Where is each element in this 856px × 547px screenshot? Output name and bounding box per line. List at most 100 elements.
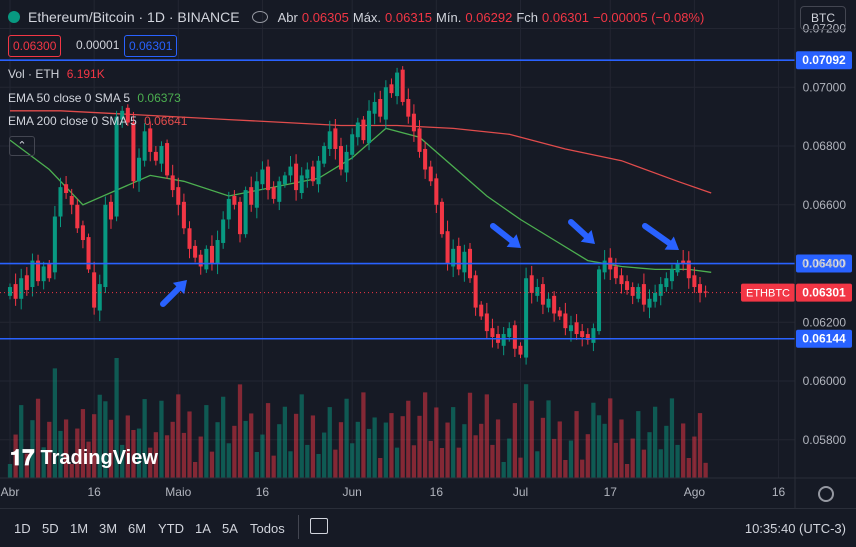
- candle-body: [125, 107, 130, 123]
- volume-bar: [209, 451, 215, 478]
- candle-body: [540, 284, 545, 305]
- candle-body: [355, 122, 360, 138]
- volume-bar: [585, 434, 590, 478]
- candle-body: [372, 101, 377, 114]
- volume-bar: [557, 421, 562, 478]
- candle-body: [69, 195, 74, 205]
- last-price-symbol-bg: [741, 283, 795, 302]
- timeframe-5d[interactable]: 5D: [42, 521, 59, 536]
- candle-body: [568, 325, 573, 332]
- arrow-shaft: [642, 223, 673, 247]
- candle-body: [529, 275, 534, 293]
- timeframe-todos[interactable]: Todos: [250, 521, 285, 536]
- candle-body: [625, 281, 630, 290]
- candle-body: [47, 263, 52, 279]
- candle-body: [249, 187, 254, 205]
- timeframe-ytd[interactable]: YTD: [158, 521, 184, 536]
- volume-bar: [322, 432, 327, 478]
- candle-body: [411, 113, 416, 132]
- candle-body: [137, 157, 142, 182]
- candle-body: [473, 275, 478, 308]
- candle-body: [378, 99, 383, 117]
- volume-bar: [445, 422, 450, 478]
- candle-body: [165, 143, 170, 176]
- volume-bar: [686, 458, 691, 478]
- horizontal-line-label-bg: [796, 254, 852, 273]
- brand-name: TradingView: [40, 446, 158, 469]
- collapse-legend-button[interactable]: ⌃: [9, 136, 35, 156]
- candle-body: [52, 216, 57, 273]
- candle-body: [400, 69, 405, 102]
- candle-body: [13, 284, 18, 299]
- candle-body: [484, 313, 489, 332]
- candle-body: [221, 219, 226, 243]
- clock[interactable]: 10:35:40 (UTC-3): [744, 521, 846, 536]
- candle-body: [524, 278, 529, 358]
- candle-body: [636, 287, 641, 299]
- ask-box[interactable]: 0.06301: [124, 35, 178, 57]
- timeframe-1d[interactable]: 1D: [14, 521, 31, 536]
- candle-body: [260, 169, 265, 185]
- volume-bar: [451, 407, 456, 478]
- candle-body: [310, 166, 315, 182]
- volume-bar: [512, 403, 518, 478]
- bid-box[interactable]: 0.06300: [8, 35, 62, 57]
- candle-body: [86, 237, 91, 270]
- currency-button[interactable]: BTC: [800, 6, 846, 30]
- volume-bar: [69, 464, 74, 478]
- volume-bar: [361, 392, 366, 478]
- candle-body: [451, 248, 456, 267]
- ema200-legend[interactable]: EMA 200 close 0 SMA 5 0.06641: [8, 114, 187, 128]
- volume-bar: [692, 436, 697, 478]
- arrow-head: [664, 236, 679, 250]
- candle-body: [92, 272, 97, 308]
- volume-bar: [198, 436, 203, 478]
- timeframe-5a[interactable]: 5A: [222, 521, 238, 536]
- timeframe-6m[interactable]: 6M: [128, 521, 147, 536]
- candle-body: [19, 278, 24, 299]
- volume-bar: [406, 400, 411, 478]
- volume-bar: [164, 435, 170, 478]
- volume-bar: [192, 462, 198, 478]
- volume-bar: [602, 423, 607, 478]
- volume-bar: [675, 444, 680, 478]
- volume-bar: [546, 400, 551, 478]
- candle-body: [630, 287, 635, 296]
- x-tick-label: Abr: [1, 485, 20, 499]
- volume-legend[interactable]: Vol · ETH 6.191K: [8, 67, 105, 81]
- candle-body: [675, 263, 680, 273]
- y-tick-label: 0.06400: [803, 257, 847, 271]
- candle-body: [439, 201, 444, 235]
- candle-body: [507, 328, 512, 337]
- volume-bar: [355, 421, 360, 478]
- volume-bar: [215, 422, 220, 478]
- volume-bar: [552, 438, 557, 478]
- candle-body: [204, 248, 209, 270]
- candle-body: [338, 146, 343, 170]
- chart-canvas[interactable]: 0.07092 0.06400 0.06144 ETHBTC 0.06301 0.0720…: [0, 0, 856, 509]
- volume-bar: [383, 422, 388, 478]
- candle-body: [613, 266, 618, 279]
- volume-bar: [221, 396, 226, 478]
- ohlc-header: Ethereum/Bitcoin · 1D · BINANCE Abr 0.06…: [8, 9, 704, 25]
- chevron-up-icon: ⌃: [17, 140, 27, 152]
- calendar-icon[interactable]: [310, 518, 328, 534]
- volume-bar: [243, 420, 248, 478]
- x-tick-label: Ago: [684, 485, 706, 499]
- candle-body: [288, 166, 293, 176]
- candle-body: [266, 166, 271, 191]
- volume-bar: [613, 442, 618, 478]
- ema50-legend[interactable]: EMA 50 close 0 SMA 5 0.06373: [8, 91, 181, 105]
- timeframe-1m[interactable]: 1M: [70, 521, 89, 536]
- volume-bar: [226, 443, 231, 478]
- volume-bar: [366, 428, 372, 478]
- symbol-title[interactable]: Ethereum/Bitcoin · 1D · BINANCE: [28, 9, 240, 25]
- volume-bar: [108, 419, 114, 478]
- eye-icon[interactable]: [251, 11, 268, 23]
- timeframe-3m[interactable]: 3M: [99, 521, 118, 536]
- volume-bar: [333, 449, 338, 478]
- timeframe-1a[interactable]: 1A: [195, 521, 211, 536]
- gear-icon[interactable]: [818, 486, 834, 502]
- volume-bar: [434, 407, 439, 478]
- candle-body: [591, 328, 596, 343]
